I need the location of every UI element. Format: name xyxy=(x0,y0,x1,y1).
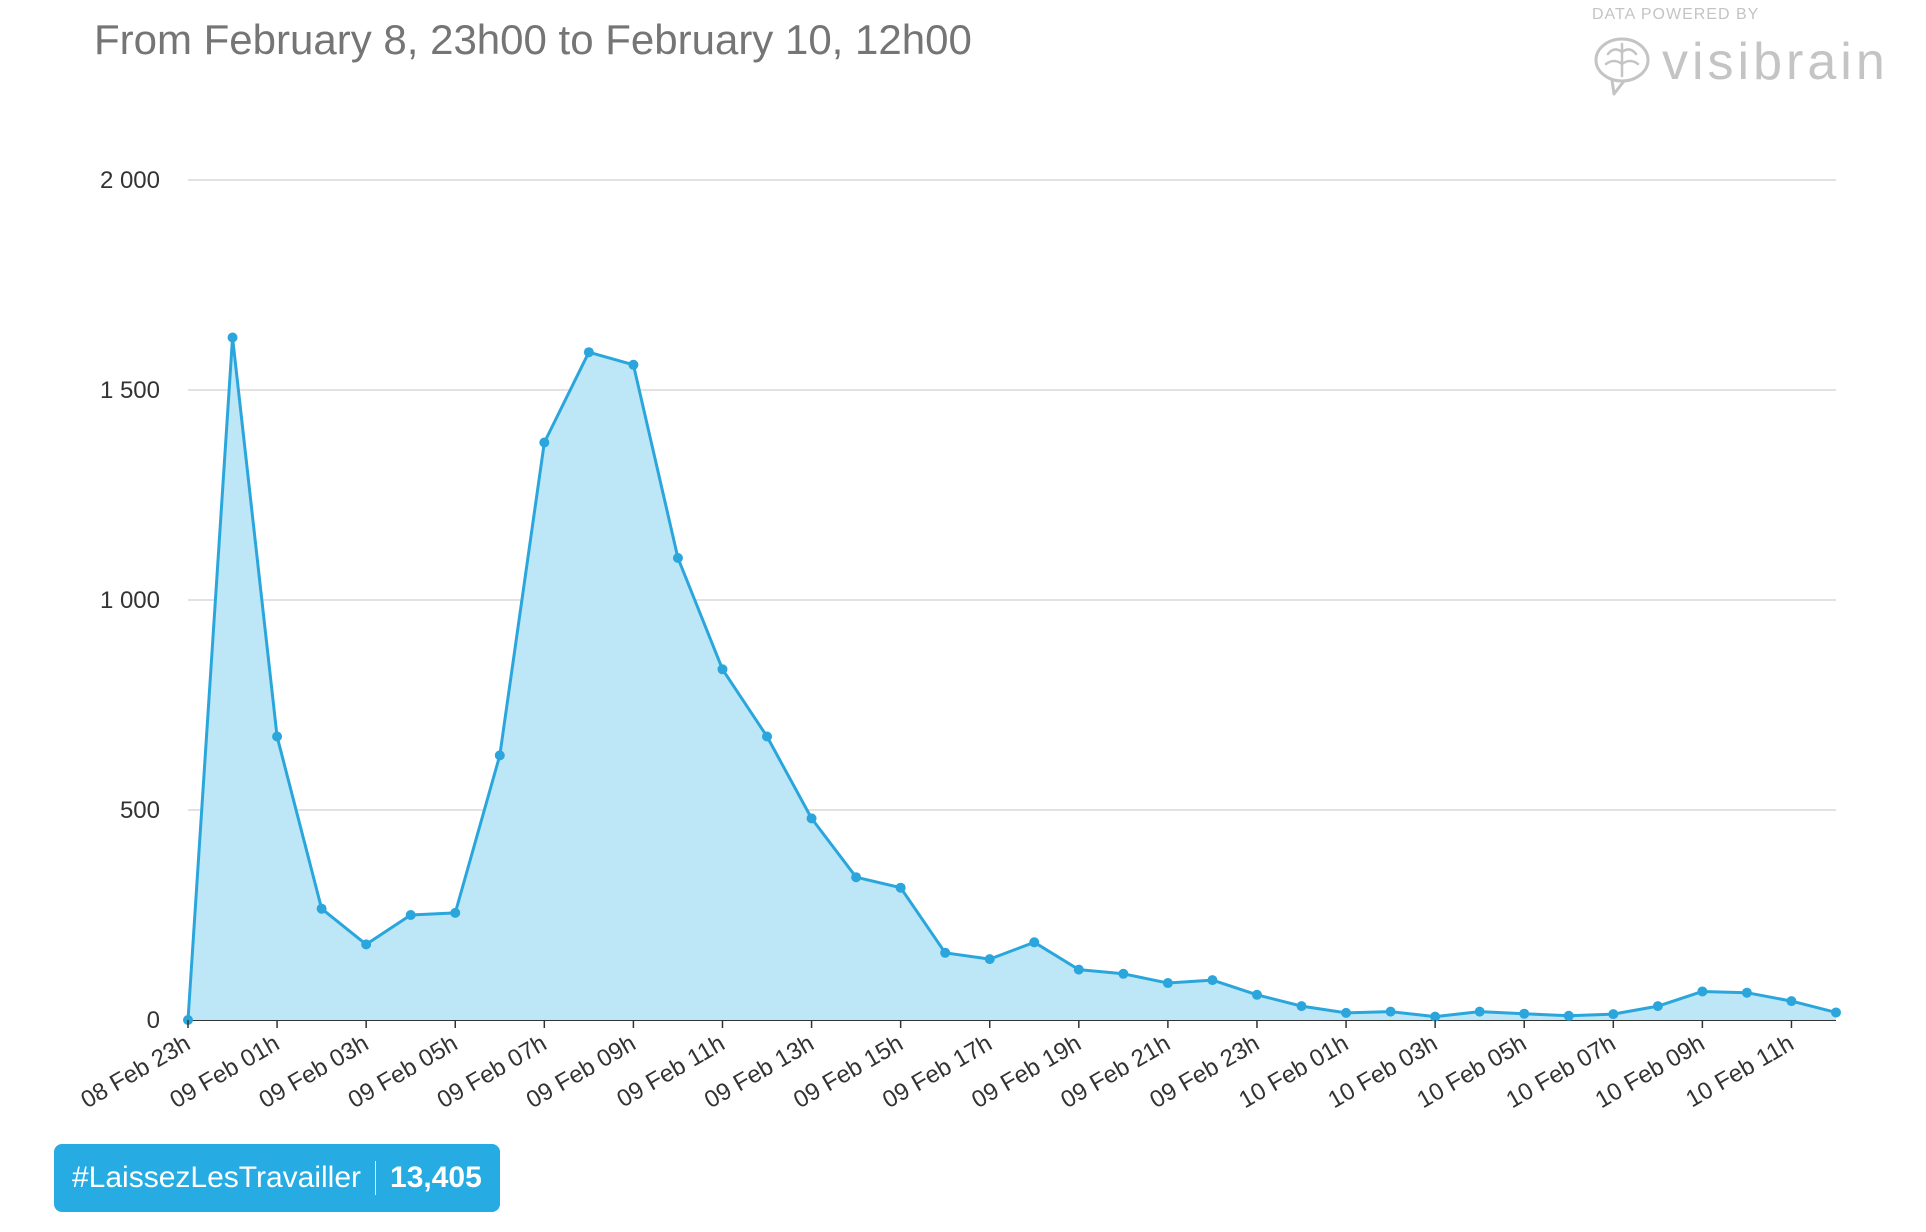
data-point xyxy=(1697,986,1708,997)
hashtag-count-badge: #LaissezLesTravailler 13,405 xyxy=(54,1144,500,1212)
data-point xyxy=(1608,1009,1619,1020)
data-point xyxy=(316,903,327,914)
y-tick-label: 1 000 xyxy=(100,587,160,614)
data-point xyxy=(1029,937,1040,948)
data-point xyxy=(1073,964,1084,975)
data-point xyxy=(1786,996,1797,1007)
series-layer xyxy=(183,332,1841,1025)
data-point xyxy=(1385,1006,1396,1017)
y-tick-label: 2 000 xyxy=(100,167,160,194)
data-point xyxy=(272,731,283,742)
data-point xyxy=(1251,989,1262,1000)
data-point xyxy=(806,813,817,824)
data-point xyxy=(361,939,372,950)
y-tick-label: 500 xyxy=(120,797,160,824)
data-point xyxy=(1118,968,1129,979)
hashtag-label: #LaissezLesTravailler xyxy=(72,1161,362,1194)
data-point xyxy=(1430,1011,1441,1022)
series-line xyxy=(186,336,1837,1021)
branding-caption: DATA POWERED BY xyxy=(1592,6,1760,23)
data-point xyxy=(1831,1007,1841,1018)
brain-logo-icon xyxy=(1594,37,1650,96)
data-point xyxy=(227,332,238,343)
data-point xyxy=(539,437,550,448)
data-point xyxy=(1563,1010,1574,1021)
badge-divider xyxy=(375,1161,377,1195)
data-point xyxy=(405,910,416,920)
data-point xyxy=(762,731,773,742)
data-point xyxy=(583,347,594,358)
data-point xyxy=(1207,975,1218,986)
branding: DATA POWERED BY visibrain xyxy=(1582,6,1912,96)
data-point xyxy=(1652,1001,1663,1012)
chart-title: From February 8, 23h00 to February 10, 1… xyxy=(94,16,972,63)
data-point xyxy=(628,359,639,370)
data-point xyxy=(1162,978,1173,989)
data-point xyxy=(1474,1006,1485,1017)
data-point xyxy=(1519,1008,1530,1019)
data-point xyxy=(494,750,505,761)
branding-name: visibrain xyxy=(1662,33,1889,91)
data-point xyxy=(895,882,906,893)
data-point xyxy=(717,664,728,675)
series-area xyxy=(188,337,1836,1020)
data-point xyxy=(1341,1007,1352,1018)
data-point xyxy=(1741,987,1752,998)
tweet-count: 13,405 xyxy=(390,1161,482,1194)
grid-lines xyxy=(188,179,1836,811)
data-point xyxy=(851,872,862,883)
data-point xyxy=(450,907,461,918)
data-point xyxy=(940,947,951,958)
data-point xyxy=(984,954,995,965)
data-point xyxy=(672,553,683,563)
y-tick-label: 0 xyxy=(147,1007,160,1034)
data-point xyxy=(1296,1001,1307,1012)
y-tick-label: 1 500 xyxy=(100,377,160,404)
